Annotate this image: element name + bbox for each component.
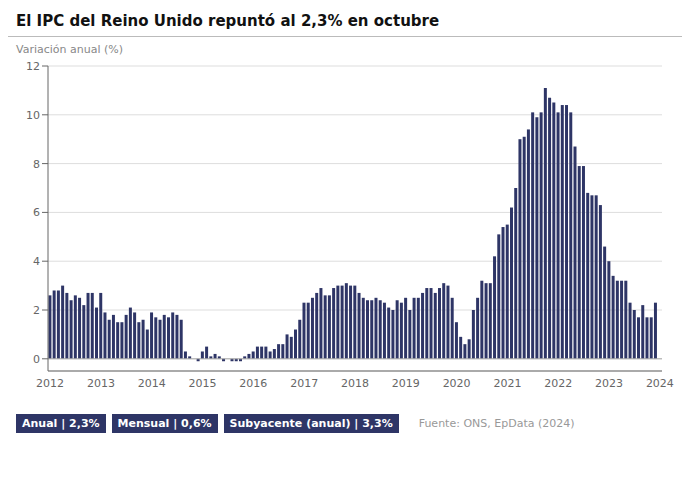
svg-text:0: 0 bbox=[33, 353, 40, 366]
svg-text:2013: 2013 bbox=[87, 377, 115, 390]
html-text:Variación anual (%): Variación anual (%) bbox=[16, 43, 123, 56]
svg-text:2022: 2022 bbox=[544, 377, 572, 390]
svg-text:6: 6 bbox=[33, 206, 40, 219]
svg-text:12: 12 bbox=[26, 60, 40, 73]
svg-text:10: 10 bbox=[26, 109, 40, 122]
html-text:Mensual | 0,6%: Mensual | 0,6% bbox=[117, 417, 212, 430]
svg-text:2014: 2014 bbox=[138, 377, 166, 390]
svg-text:2024: 2024 bbox=[646, 377, 674, 390]
svg-text:2012: 2012 bbox=[36, 377, 64, 390]
html-text:El IPC del Reino Unido repuntó: El IPC del Reino Unido repuntó al 2,3% e… bbox=[16, 12, 440, 30]
svg-text:2018: 2018 bbox=[341, 377, 369, 390]
html-text:Fuente: ONS, EpData (2024): Fuente: ONS, EpData (2024) bbox=[418, 417, 575, 430]
svg-text:2021: 2021 bbox=[493, 377, 521, 390]
svg-text:4: 4 bbox=[33, 255, 40, 268]
html-text:Anual | 2,3%: Anual | 2,3% bbox=[22, 417, 100, 430]
svg-text:2: 2 bbox=[33, 304, 40, 317]
svg-text:2015: 2015 bbox=[189, 377, 217, 390]
html-text:Subyacente (anual) | 3,3%: Subyacente (anual) | 3,3% bbox=[229, 417, 393, 430]
svg-text:2017: 2017 bbox=[290, 377, 318, 390]
svg-text:2019: 2019 bbox=[392, 377, 420, 390]
svg-text:2016: 2016 bbox=[239, 377, 267, 390]
svg-text:8: 8 bbox=[33, 158, 40, 171]
svg-text:2020: 2020 bbox=[443, 377, 471, 390]
svg-text:2023: 2023 bbox=[595, 377, 623, 390]
